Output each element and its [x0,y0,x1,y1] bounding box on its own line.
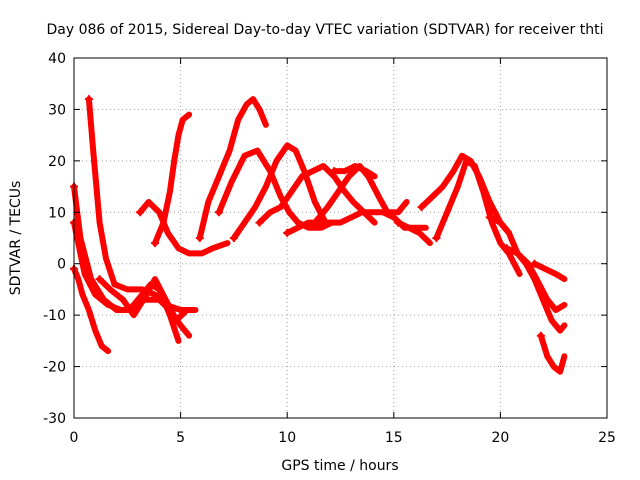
series-8-line [196,96,269,241]
series-2-line [71,265,112,355]
series-6-start-point [151,239,160,248]
series-14-start-point [330,167,339,176]
series-16-start-point [417,203,426,212]
series-8-start-point [195,234,204,242]
series-15-start-point [394,218,403,227]
x-tick-label: 15 [385,430,403,446]
y-axis-label: SDTVAR / TECUs [8,181,24,296]
series-11-start-point [255,218,264,227]
series-17-start-point [432,234,441,242]
plot-area [70,95,568,375]
series-21-line [537,332,568,375]
y-tick-label: 0 [57,257,66,273]
chart-title: Day 086 of 2015, Sidereal Day-to-day VTE… [47,22,604,38]
series-1-start-point [84,95,93,104]
series-19-line [503,245,568,313]
x-tick-label: 25 [598,430,616,446]
series-9-start-point [214,208,223,217]
x-tick-label: 20 [491,430,509,446]
y-tick-label: -20 [43,360,66,376]
axis-ticks: 0 5 10 15 20 25 -30 -20 -10 0 10 20 30 40 [43,51,616,446]
series-10-line [230,142,329,241]
x-tick-label: 5 [176,430,185,446]
series-7-start-point [136,208,145,217]
plot-frame [73,57,608,419]
y-tick-label: 20 [48,154,66,170]
y-tick-label: 30 [48,102,66,118]
series-9-line [216,147,335,231]
y-tick-label: 40 [48,51,66,67]
series-13-start-point [310,218,319,227]
series-10-start-point [229,234,238,242]
series-5-start-point [95,275,104,284]
series-12-start-point [283,228,292,237]
series-20-start-point [530,259,539,268]
series-7-line [137,199,231,257]
series-21-start-point [536,331,545,340]
series-15-line [395,219,433,247]
series-11-line [256,163,378,226]
series-6-line [152,111,193,247]
y-tick-label: -10 [43,308,66,324]
x-tick-label: 0 [70,430,79,446]
series-19-start-point [502,244,511,253]
x-tick-label: 10 [278,430,296,446]
y-tick-label: -30 [43,411,66,427]
series-5-line [96,276,199,324]
y-tick-label: 10 [48,205,66,221]
series-14-line [331,163,378,180]
series-18-start-point [485,213,494,222]
series-20-line [531,260,568,283]
x-axis-label: GPS time / hours [281,458,398,474]
